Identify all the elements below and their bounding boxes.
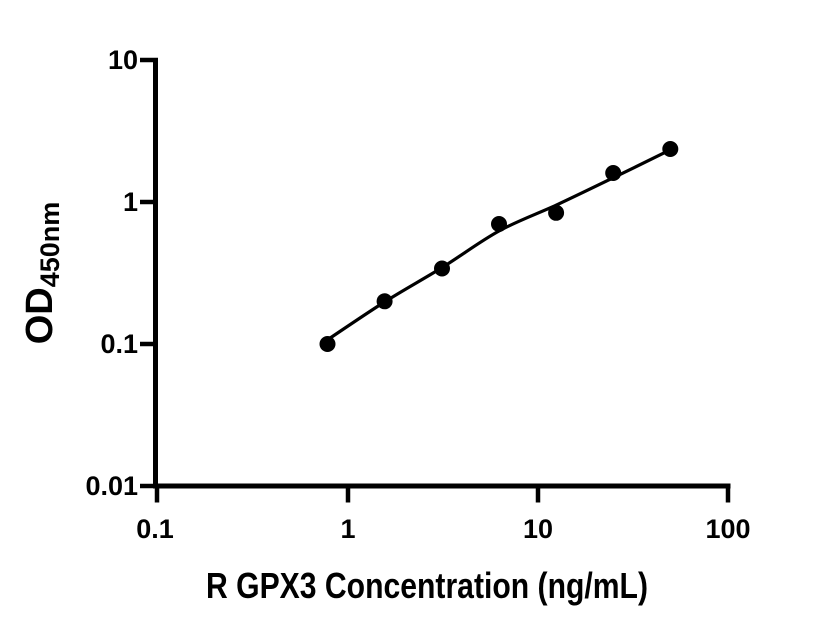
y-axis-title: OD450nm	[19, 202, 65, 345]
y-tick-label: 1	[123, 187, 138, 217]
data-point	[376, 293, 393, 310]
data-point	[491, 216, 507, 232]
data-point-series	[319, 141, 679, 352]
x-axis-title: R GPX3 Concentration (ng/mL)	[206, 565, 648, 606]
y-tick-label: 10	[108, 45, 138, 75]
y-axis-title-subscript: 450nm	[35, 202, 65, 288]
y-axis-title-text: OD	[19, 287, 61, 344]
data-point	[434, 260, 450, 277]
x-tick-label: 1	[340, 514, 355, 544]
data-point	[548, 204, 565, 221]
data-point	[319, 336, 336, 352]
x-tick-label: 10	[523, 514, 553, 544]
y-tick-label: 0.1	[100, 329, 138, 359]
data-point	[605, 165, 622, 181]
y-tick-label: 0.01	[85, 471, 138, 501]
data-point	[662, 141, 679, 157]
x-axis: 0.1 1 10 100 R GPX3 Concentration (ng/mL…	[136, 483, 751, 606]
y-axis: 10 1 0.1 0.01 OD450nm	[19, 45, 158, 501]
x-tick-label: 100	[705, 514, 750, 544]
x-tick-label: 0.1	[136, 514, 174, 544]
